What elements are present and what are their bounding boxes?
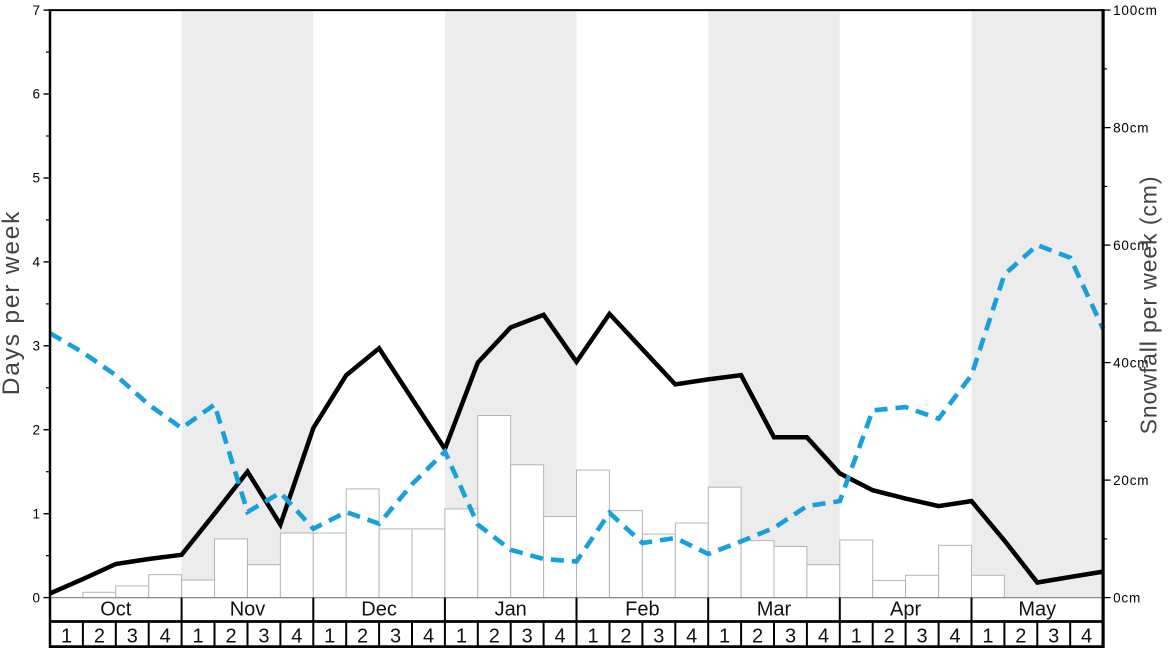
svg-text:2: 2 — [32, 422, 40, 437]
svg-text:4: 4 — [423, 626, 434, 648]
svg-text:2: 2 — [225, 626, 236, 648]
svg-text:3: 3 — [258, 626, 269, 648]
svg-text:1: 1 — [32, 506, 40, 521]
svg-text:4: 4 — [686, 626, 697, 648]
svg-text:2: 2 — [620, 626, 631, 648]
svg-text:2: 2 — [1015, 626, 1026, 648]
svg-text:4: 4 — [32, 255, 40, 270]
svg-text:1: 1 — [61, 626, 72, 648]
svg-text:4: 4 — [1081, 626, 1092, 648]
svg-text:60cm: 60cm — [1113, 238, 1149, 253]
svg-text:3: 3 — [390, 626, 401, 648]
svg-text:4: 4 — [818, 626, 829, 648]
svg-text:0cm: 0cm — [1113, 590, 1141, 605]
svg-text:20cm: 20cm — [1113, 473, 1149, 488]
svg-text:4: 4 — [555, 626, 566, 648]
svg-text:1: 1 — [851, 626, 862, 648]
svg-text:Nov: Nov — [230, 599, 266, 621]
svg-text:2: 2 — [884, 626, 895, 648]
svg-text:1: 1 — [193, 626, 204, 648]
svg-text:1: 1 — [719, 626, 730, 648]
svg-text:100cm: 100cm — [1113, 3, 1158, 18]
svg-text:2: 2 — [94, 626, 105, 648]
svg-text:Days per week: Days per week — [0, 210, 25, 395]
svg-text:6: 6 — [32, 87, 40, 102]
svg-text:Feb: Feb — [625, 599, 659, 621]
svg-text:Oct: Oct — [100, 599, 132, 621]
svg-text:80cm: 80cm — [1113, 120, 1149, 135]
svg-text:1: 1 — [587, 626, 598, 648]
svg-text:0: 0 — [32, 590, 40, 605]
svg-text:40cm: 40cm — [1113, 355, 1149, 370]
svg-text:3: 3 — [127, 626, 138, 648]
svg-text:Dec: Dec — [361, 599, 397, 621]
svg-text:1: 1 — [324, 626, 335, 648]
svg-text:May: May — [1018, 599, 1056, 621]
svg-text:3: 3 — [653, 626, 664, 648]
svg-text:Apr: Apr — [890, 599, 921, 621]
svg-text:2: 2 — [752, 626, 763, 648]
svg-text:3: 3 — [917, 626, 928, 648]
svg-text:1: 1 — [456, 626, 467, 648]
svg-text:Jan: Jan — [495, 599, 527, 621]
svg-text:3: 3 — [522, 626, 533, 648]
svg-text:5: 5 — [32, 171, 40, 186]
svg-text:4: 4 — [291, 626, 302, 648]
svg-text:4: 4 — [949, 626, 960, 648]
svg-text:1: 1 — [982, 626, 993, 648]
svg-text:Snowfall per week (cm): Snowfall per week (cm) — [1136, 176, 1162, 435]
svg-text:2: 2 — [489, 626, 500, 648]
svg-text:Mar: Mar — [757, 599, 792, 621]
svg-text:7: 7 — [32, 3, 40, 18]
svg-text:3: 3 — [1048, 626, 1059, 648]
svg-text:3: 3 — [785, 626, 796, 648]
svg-text:3: 3 — [32, 339, 40, 354]
svg-text:2: 2 — [357, 626, 368, 648]
svg-text:4: 4 — [160, 626, 171, 648]
